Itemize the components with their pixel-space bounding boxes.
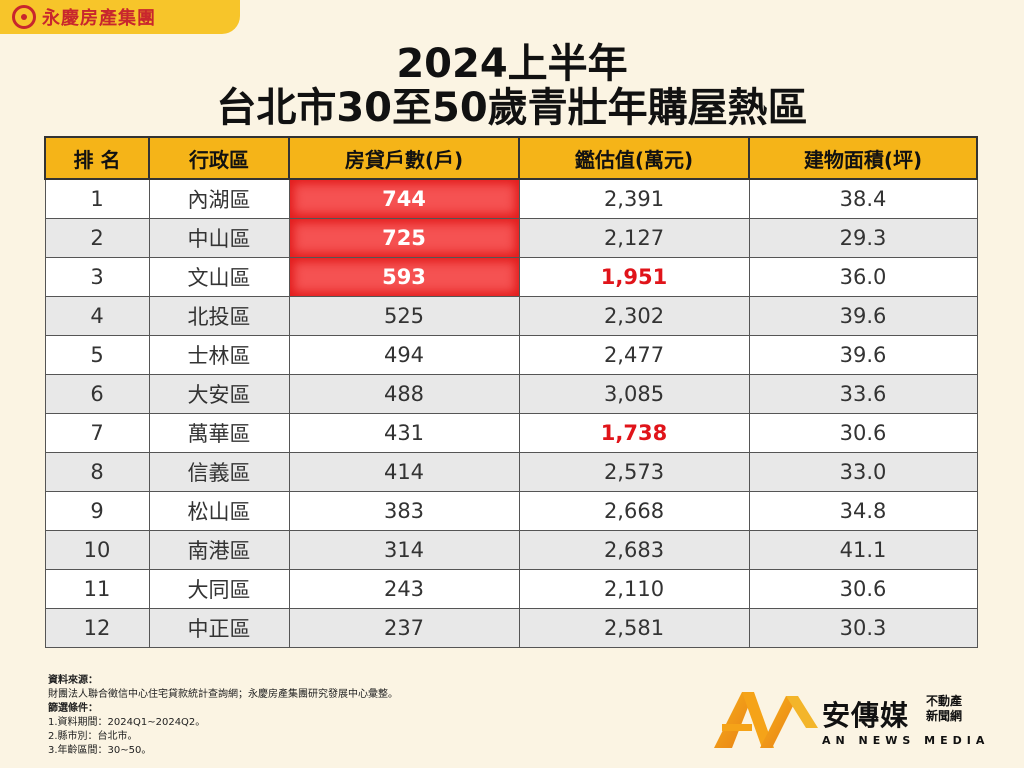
area-cell: 34.8: [748, 491, 978, 531]
loans-cell: 593: [288, 257, 520, 297]
column-header: 鑑估值(萬元): [518, 136, 750, 180]
filter-condition-3: 3.年齡區間：30~50。: [48, 745, 152, 756]
district-cell: 萬華區: [148, 413, 290, 453]
rank-cell: 3: [44, 257, 150, 297]
loans-cell: 237: [288, 608, 520, 648]
rank-cell: 11: [44, 569, 150, 609]
district-cell: 文山區: [148, 257, 290, 297]
column-header: 行政區: [148, 136, 290, 180]
table-header-row: 排 名行政區 房貸戶數(戶) 鑑估值(萬元) 建物面積(坪): [44, 136, 978, 180]
filter-heading: 篩選條件：: [48, 703, 98, 714]
table-row: 5 士林區 494 2,477 39.6: [44, 335, 978, 375]
rank-cell: 7: [44, 413, 150, 453]
source-text: 財團法人聯合徵信中心住宅貸款統計查詢網；永慶房產集團研究發展中心彙整。: [48, 689, 398, 700]
district-cell: 南港區: [148, 530, 290, 570]
loans-cell: 744: [288, 178, 520, 219]
value-cell: 2,391: [518, 178, 750, 219]
brand-sub: 不動產 新聞網: [926, 694, 976, 724]
district-cell: 松山區: [148, 491, 290, 531]
loans-cell: 383: [288, 491, 520, 531]
value-cell: 3,085: [518, 374, 750, 414]
table-row: 11 大同區 243 2,110 30.6: [44, 569, 978, 609]
district-cell: 士林區: [148, 335, 290, 375]
area-cell: 30.6: [748, 569, 978, 609]
brand-logo: 安傳媒 不動產 新聞網 AN NEWS MEDIA: [712, 688, 1012, 758]
district-cell: 大同區: [148, 569, 290, 609]
loans-cell: 725: [288, 218, 520, 258]
value-cell: 2,127: [518, 218, 750, 258]
brand-name: 安傳媒: [822, 699, 910, 732]
area-cell: 33.6: [748, 374, 978, 414]
loans-cell: 488: [288, 374, 520, 414]
value-cell: 2,477: [518, 335, 750, 375]
area-cell: 29.3: [748, 218, 978, 258]
table-row: 9 松山區 383 2,668 34.8: [44, 491, 978, 531]
district-cell: 信義區: [148, 452, 290, 492]
loans-cell: 314: [288, 530, 520, 570]
district-cell: 中正區: [148, 608, 290, 648]
area-cell: 30.3: [748, 608, 978, 648]
district-cell: 內湖區: [148, 178, 290, 219]
value-cell: 1,951: [518, 257, 750, 297]
logo-tab: 永慶房產集團: [0, 0, 240, 34]
filter-condition-2: 2.縣市別：台北市。: [48, 731, 138, 742]
district-cell: 中山區: [148, 218, 290, 258]
value-cell: 2,302: [518, 296, 750, 336]
area-cell: 36.0: [748, 257, 978, 297]
rank-cell: 5: [44, 335, 150, 375]
table-row: 1 內湖區 744 2,391 38.4: [44, 178, 978, 219]
loans-cell: 431: [288, 413, 520, 453]
area-cell: 30.6: [748, 413, 978, 453]
page-title-line1: 2024上半年: [396, 41, 628, 87]
rank-cell: 12: [44, 608, 150, 648]
column-header: 房貸戶數(戶): [288, 136, 520, 180]
rank-cell: 1: [44, 178, 150, 219]
logo-icon: [12, 5, 36, 29]
value-cell: 2,683: [518, 530, 750, 570]
rank-cell: 9: [44, 491, 150, 531]
rank-cell: 6: [44, 374, 150, 414]
value-cell: 2,668: [518, 491, 750, 531]
area-cell: 38.4: [748, 178, 978, 219]
brand-english: AN NEWS MEDIA: [822, 734, 990, 747]
table-row: 8 信義區 414 2,573 33.0: [44, 452, 978, 492]
rank-cell: 2: [44, 218, 150, 258]
area-cell: 39.6: [748, 335, 978, 375]
column-header: 建物面積(坪): [748, 136, 978, 180]
loans-cell: 494: [288, 335, 520, 375]
table-row: 7 萬華區 431 1,738 30.6: [44, 413, 978, 453]
table-row: 4 北投區 525 2,302 39.6: [44, 296, 978, 336]
table-row: 3 文山區 593 1,951 36.0: [44, 257, 978, 297]
area-cell: 33.0: [748, 452, 978, 492]
brand-sub-2: 新聞網: [926, 709, 963, 723]
table-row: 6 大安區 488 3,085 33.6: [44, 374, 978, 414]
column-header: 排 名: [44, 136, 150, 180]
value-cell: 1,738: [518, 413, 750, 453]
value-cell: 2,110: [518, 569, 750, 609]
value-cell: 2,573: [518, 452, 750, 492]
source-heading: 資料來源：: [48, 675, 98, 686]
brand-sub-1: 不動產: [926, 694, 963, 708]
table-row: 10 南港區 314 2,683 41.1: [44, 530, 978, 570]
loans-cell: 525: [288, 296, 520, 336]
area-cell: 41.1: [748, 530, 978, 570]
rank-cell: 8: [44, 452, 150, 492]
district-cell: 北投區: [148, 296, 290, 336]
loans-cell: 243: [288, 569, 520, 609]
page-title-line2: 台北市30至50歲青壯年購屋熱區: [216, 85, 808, 131]
rank-cell: 10: [44, 530, 150, 570]
table-row: 12 中正區 237 2,581 30.3: [44, 608, 978, 648]
table-row: 2 中山區 725 2,127 29.3: [44, 218, 978, 258]
area-cell: 39.6: [748, 296, 978, 336]
rank-cell: 4: [44, 296, 150, 336]
filter-condition-1: 1.資料期間：2024Q1~2024Q2。: [48, 717, 206, 728]
value-cell: 2,581: [518, 608, 750, 648]
an-logo-icon: [714, 692, 818, 748]
logo-text: 永慶房產集團: [42, 8, 156, 29]
loans-cell: 414: [288, 452, 520, 492]
district-cell: 大安區: [148, 374, 290, 414]
table-body: 1 內湖區 744 2,391 38.4 2 中山區 725 2,127 29.3 3 文山區 593 1…: [44, 178, 978, 648]
source-notes: 資料來源： 財團法人聯合徵信中心住宅貸款統計查詢網；永慶房產集團研究發展中心彙整…: [48, 674, 398, 758]
district-table: 排 名行政區 房貸戶數(戶) 鑑估值(萬元) 建物面積(坪) 1 內湖區 744 2,391…: [44, 136, 978, 648]
